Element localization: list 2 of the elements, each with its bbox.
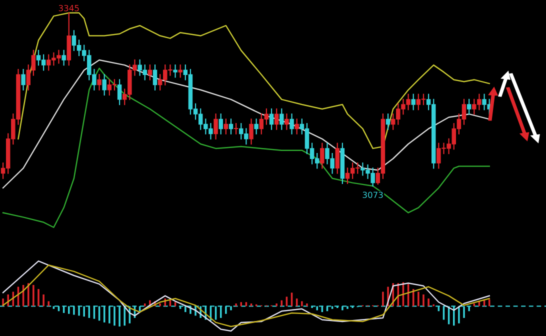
annotation: 3345 [58,4,79,12]
annotation: 3073 [362,192,383,198]
